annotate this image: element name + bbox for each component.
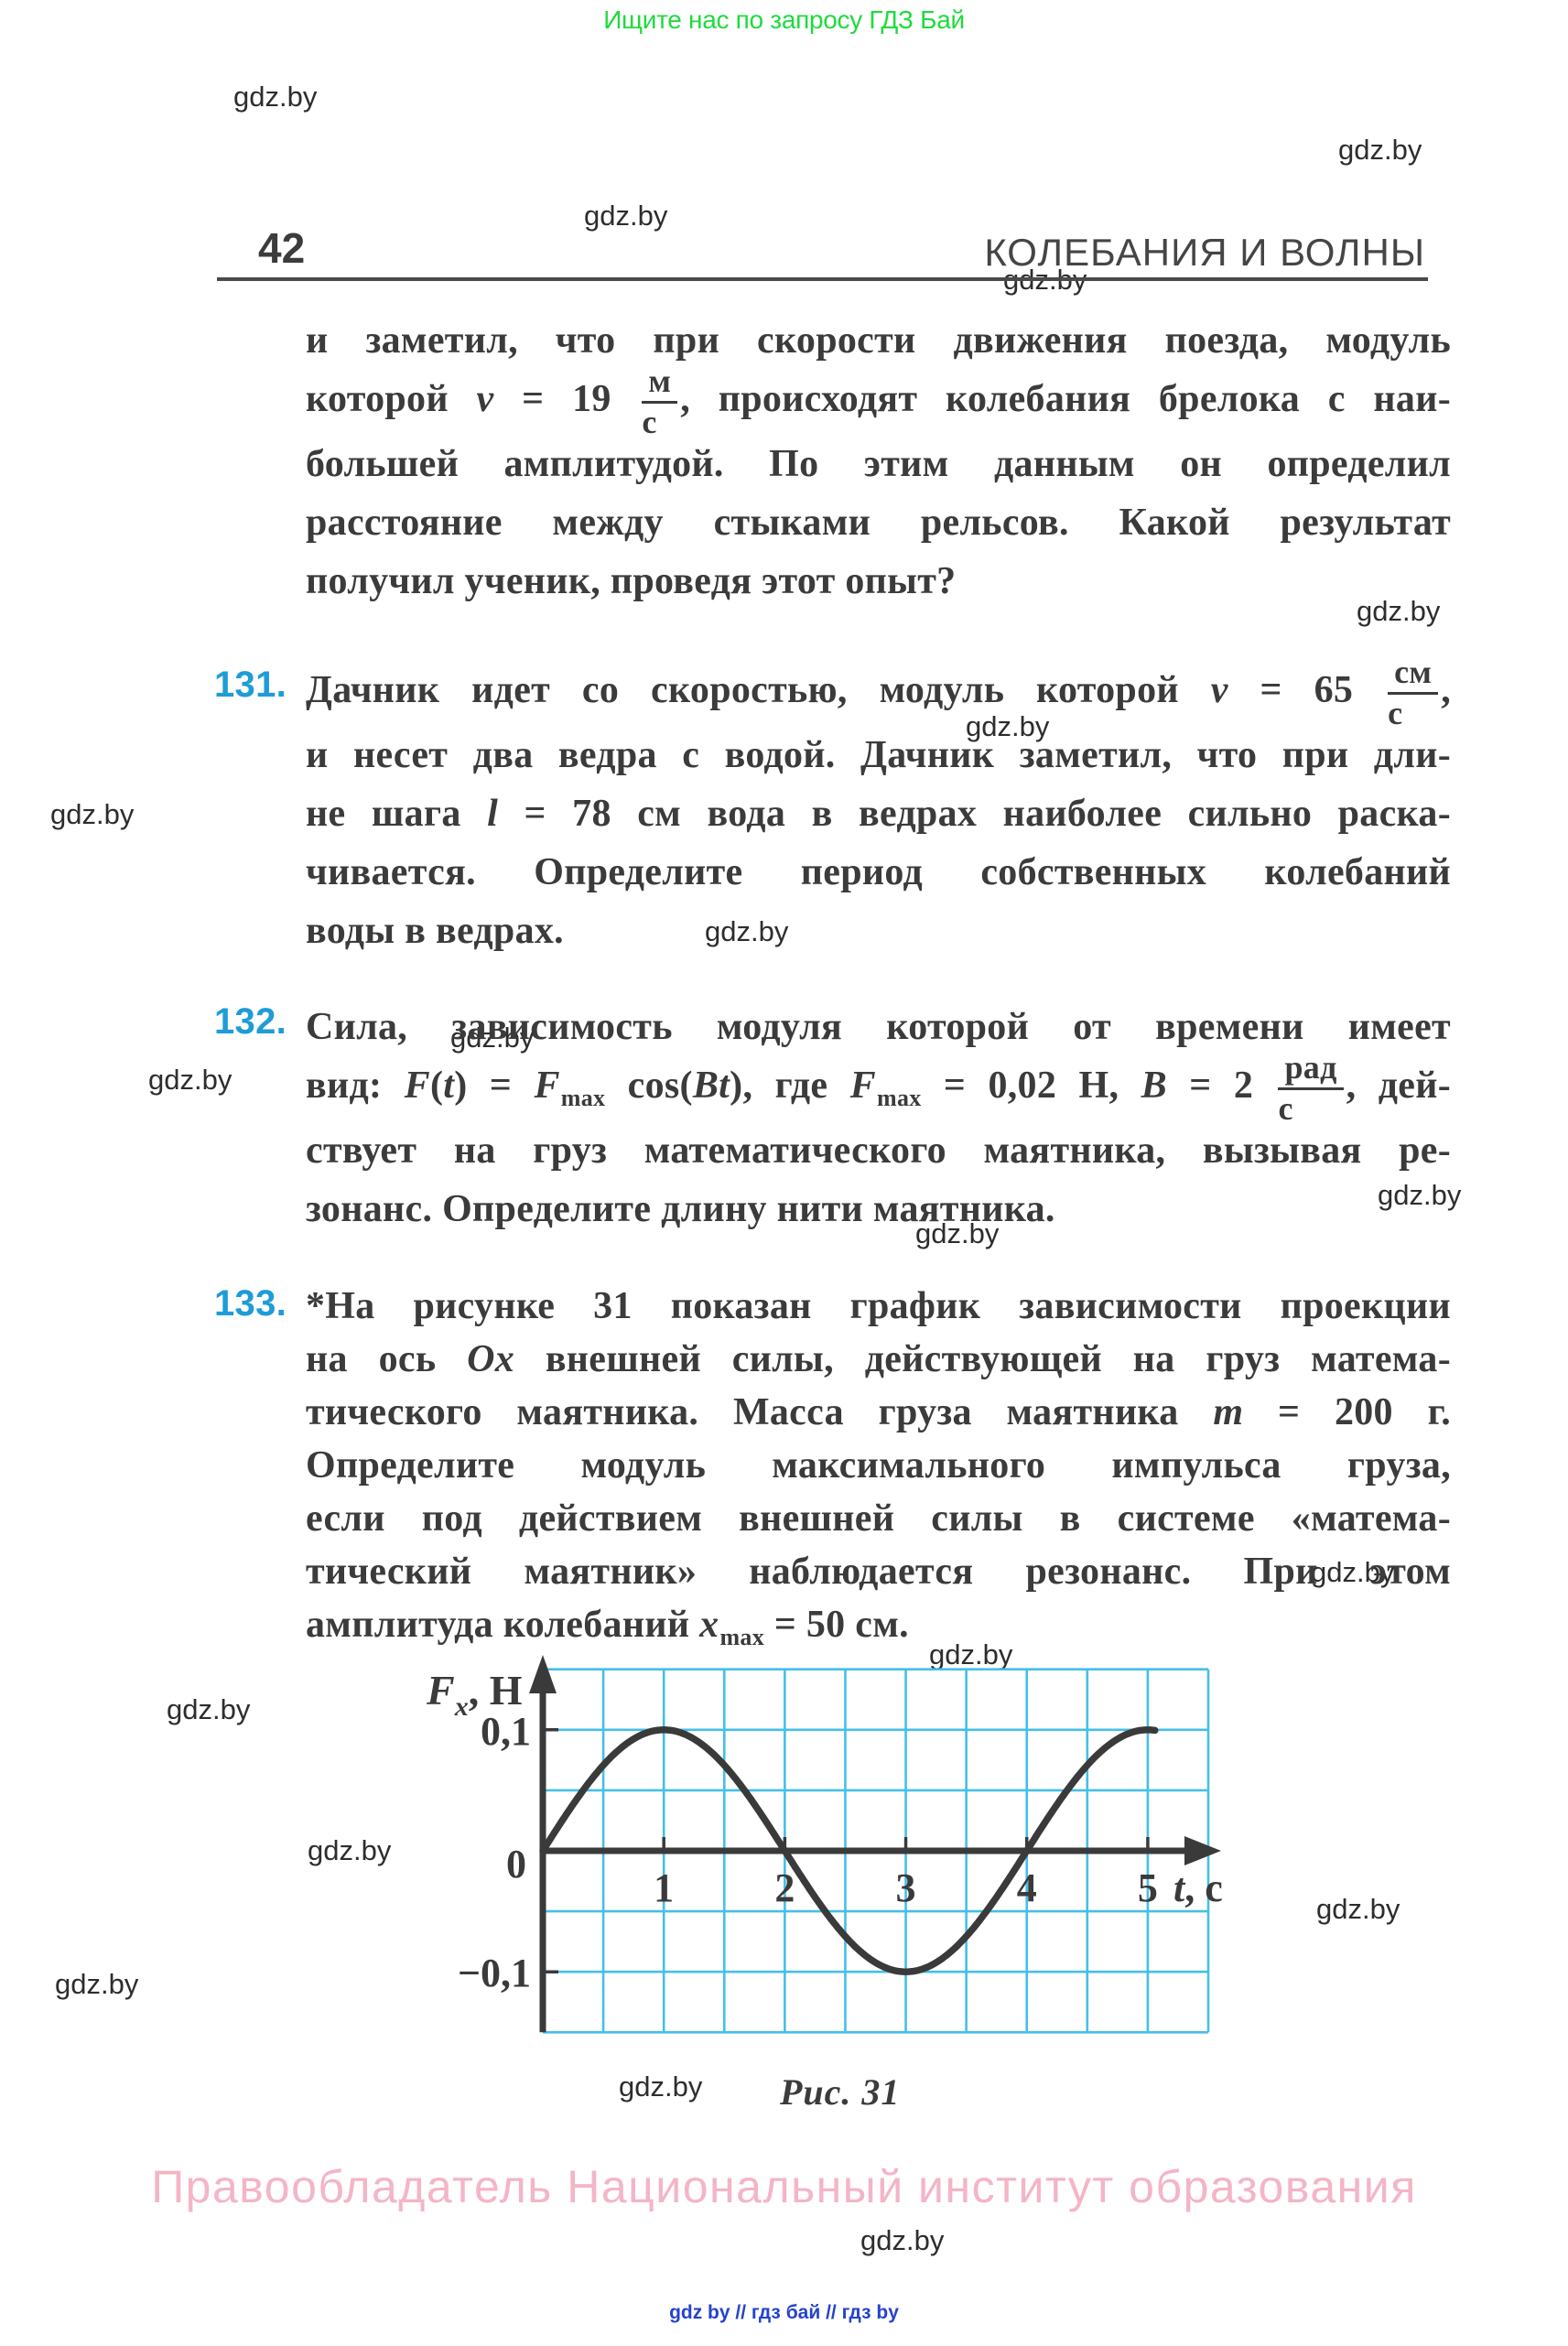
text-line: воды в ведрах. (306, 909, 564, 952)
problem-number: 131. (214, 665, 287, 705)
watermark: gdz.by (1378, 1179, 1462, 1211)
text-line: большей амплитудой. По этим данным он оп… (306, 442, 1451, 485)
watermark: gdz.by (929, 1638, 1013, 1670)
text-line: если под действием внешней силы в систем… (306, 1497, 1451, 1540)
watermark: gdz.by (1311, 1556, 1395, 1588)
problem-131: 131. Дачник идет со скоростью, модуль ко… (214, 654, 1451, 960)
text-line: амплитуда колебаний xmax = 50 см. (306, 1604, 909, 1651)
problem-132: 132. Сила, зависимость модуля которой от… (214, 998, 1451, 1238)
watermark: gdz.by (860, 2224, 945, 2256)
promo-banner: Ищите нас по запросу ГДЗ Бай (603, 5, 965, 34)
page-number: 42 (258, 224, 306, 272)
problem-133: 133. *На рисунке 31 показан график завис… (214, 1280, 1452, 1651)
watermark: gdz.by (148, 1064, 232, 1096)
text-line: Определите модуль максимального импульса… (306, 1444, 1451, 1487)
figure-31-chart: 1 2 3 4 5 0,1 0 −0,1 t, с Fx, Н (426, 1655, 1223, 2034)
watermark: gdz.by (233, 81, 318, 113)
svg-text:4: 4 (1017, 1865, 1037, 1910)
watermark: gdz.by (1338, 134, 1422, 166)
y-axis-label: Fx, Н (426, 1667, 523, 1722)
text-line: чивается. Определите период собственных … (306, 850, 1451, 893)
problem-number: 133. (214, 1283, 287, 1324)
watermark: gdz.by (705, 915, 789, 947)
watermark: gdz.by (50, 798, 135, 830)
watermark: gdz.by (915, 1217, 1000, 1249)
watermark: gdz.by (308, 1834, 392, 1866)
text-line: и несет два ведра с водой. Дачник замети… (306, 733, 1451, 776)
text-line: получил ученик, проведя этот опыт? (306, 559, 957, 602)
y-axis-arrow (529, 1655, 557, 1693)
text-line: расстояние между стыками рельсов. Какой … (306, 501, 1451, 544)
watermark: gdz.by (1357, 595, 1441, 627)
watermark: gdz.by (1316, 1893, 1400, 1925)
text-line: тический маятник» наблюдается резонанс. … (306, 1551, 1451, 1593)
svg-text:1: 1 (654, 1865, 674, 1910)
svg-text:5: 5 (1138, 1865, 1158, 1910)
chart-tick-labels: 1 2 3 4 5 0,1 0 −0,1 (458, 1709, 1158, 1995)
footer-search-links[interactable]: gdz by // гдз бай // гдз by (669, 2302, 899, 2323)
svg-text:2: 2 (774, 1865, 795, 1910)
force-curve (539, 1726, 1159, 1975)
header-rule (217, 277, 1428, 281)
watermark: gdz.by (619, 2070, 703, 2103)
x-axis-arrow (1184, 1836, 1221, 1865)
text-line: Дачник идет со скоростью, модуль которой… (306, 654, 1451, 731)
text-line: вид: F(t) = Fmax cos(Bt), где Fmax = 0,0… (306, 1049, 1451, 1127)
x-axis-label: t, с (1173, 1865, 1223, 1910)
chapter-title: КОЛЕБАНИЯ И ВОЛНЫ (984, 231, 1425, 274)
watermark: gdz.by (966, 710, 1050, 742)
text-line: ствует на груз математического маятника,… (306, 1129, 1451, 1172)
text-line: на ось Ox внешней силы, действующей на г… (306, 1338, 1451, 1380)
problem-premise: и заметил, что при скорости движения пое… (306, 311, 1451, 611)
watermark: gdz.by (167, 1693, 251, 1725)
copyright-notice: Правообладатель Национальный институт об… (151, 2161, 1417, 2212)
svg-text:−0,1: −0,1 (458, 1951, 531, 1995)
text-line: не шага l = 78 см вода в ведрах наиболее… (306, 792, 1451, 835)
text-line: зонанс. Определите длину нити маятника. (306, 1187, 1055, 1230)
watermark: gdz.by (55, 1968, 139, 2000)
text-line: Сила, зависимость модуля которой от врем… (306, 1006, 1451, 1048)
svg-text:3: 3 (896, 1865, 916, 1910)
watermark: gdz.by (584, 200, 668, 232)
figure-caption: Рис. 31 (780, 2071, 901, 2113)
svg-text:0,1: 0,1 (481, 1709, 531, 1754)
svg-text:0: 0 (506, 1842, 526, 1887)
chart-axes (539, 1690, 1186, 2033)
text-line: и заметил, что при скорости движения пое… (306, 319, 1451, 362)
problem-number: 132. (214, 1001, 287, 1042)
watermark: gdz.by (450, 1022, 535, 1054)
text-line: *На рисунке 31 показан график зависимост… (306, 1285, 1451, 1327)
text-line: тического маятника. Масса груза маятника… (306, 1391, 1452, 1433)
